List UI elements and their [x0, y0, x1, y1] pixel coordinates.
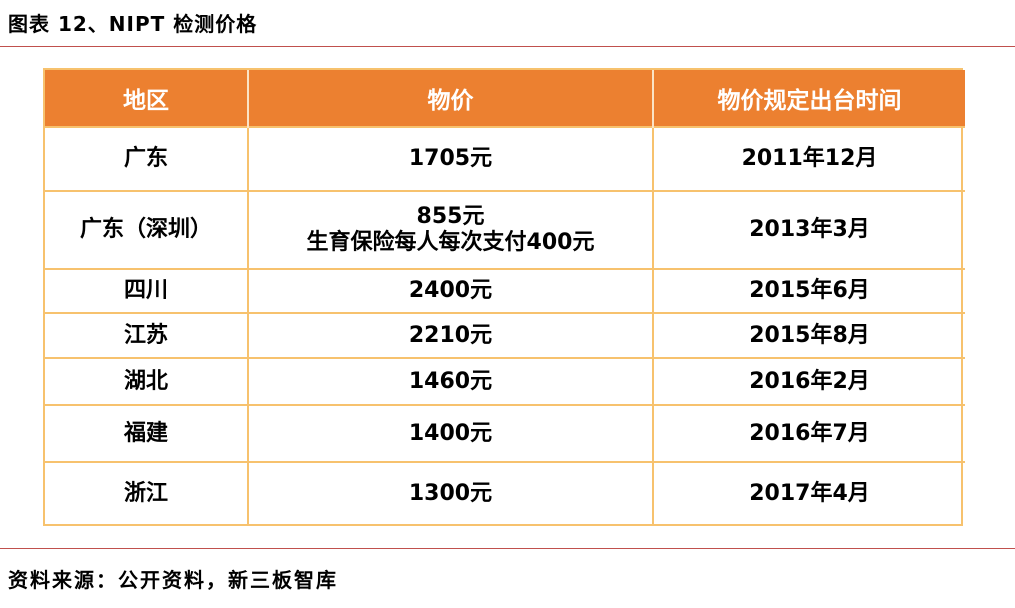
price-cell: 1460元: [248, 357, 654, 405]
price-cell: 1400元: [248, 404, 654, 462]
table-header-row: 地区 物价 物价规定出台时间: [45, 70, 965, 127]
table-row: 广东（深圳） 855元 生育保险每人每次支付400元 2013年3月: [45, 190, 965, 269]
header-date: 物价规定出台时间: [653, 70, 965, 127]
source-note: 资料来源：公开资料，新三板智库: [8, 568, 338, 592]
price-text: 1460元: [408, 368, 493, 394]
price-text: 1400元: [408, 420, 493, 446]
price-cell: 1300元: [248, 461, 654, 525]
table-row: 福建 1400元 2016年7月: [45, 404, 965, 462]
date-cell: 2015年8月: [653, 312, 965, 358]
region-cell: 浙江: [45, 461, 249, 525]
region-cell: 四川: [45, 268, 249, 313]
price-cell: 1705元: [248, 126, 654, 191]
region-cell: 江苏: [45, 312, 249, 358]
price-text: 1300元: [408, 481, 493, 506]
region-cell: 广东: [45, 126, 249, 191]
price-text: 1705元: [408, 146, 493, 171]
date-cell: 2016年2月: [653, 357, 965, 405]
header-price: 物价: [248, 70, 654, 127]
table-row: 江苏 2210元 2015年8月: [45, 312, 965, 358]
date-cell: 2011年12月: [653, 126, 965, 191]
table-row: 湖北 1460元 2016年2月: [45, 357, 965, 405]
table-row: 四川 2400元 2015年6月: [45, 268, 965, 313]
date-cell: 2013年3月: [653, 190, 965, 269]
top-divider: [0, 46, 1015, 47]
price-note-text: 生育保险每人每次支付400元: [306, 230, 595, 255]
price-table-frame: 地区 物价 物价规定出台时间 广东 1705元 2011年12月 广东（深圳） …: [43, 68, 965, 526]
region-cell: 湖北: [45, 357, 249, 405]
price-cell: 2210元: [248, 312, 654, 358]
date-cell: 2015年6月: [653, 268, 965, 313]
price-cell: 855元 生育保险每人每次支付400元: [248, 190, 654, 269]
date-cell: 2016年7月: [653, 404, 965, 462]
table-row: 浙江 1300元 2017年4月: [45, 461, 965, 525]
price-cell: 2400元: [248, 268, 654, 313]
price-text: 2210元: [408, 322, 493, 348]
price-table: 地区 物价 物价规定出台时间 广东 1705元 2011年12月 广东（深圳） …: [45, 70, 965, 525]
date-cell: 2017年4月: [653, 461, 965, 525]
price-text: 2400元: [408, 278, 493, 303]
header-region: 地区: [45, 70, 249, 127]
figure-title: 图表 12、NIPT 检测价格: [8, 12, 258, 36]
bottom-divider: [0, 548, 1015, 549]
region-cell: 福建: [45, 404, 249, 462]
region-cell: 广东（深圳）: [45, 190, 249, 269]
table-row: 广东 1705元 2011年12月: [45, 126, 965, 191]
price-text: 855元: [416, 204, 485, 229]
